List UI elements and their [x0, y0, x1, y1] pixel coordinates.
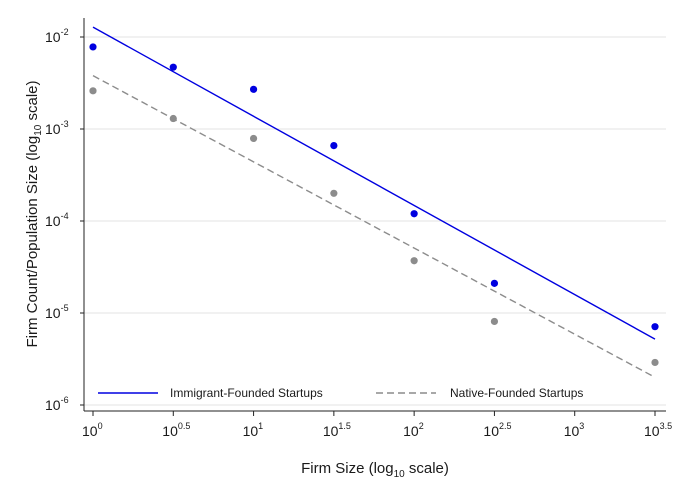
point-immigrant [410, 210, 418, 218]
x-axis-title: Firm Size (log10 scale) [301, 460, 449, 480]
x-ticks: 100 100.5 101 101.5 102 102.5 103 103.5 [82, 411, 672, 439]
legend: Immigrant-Founded Startups Native-Founde… [98, 386, 583, 400]
x-tick-exponent: 1.5 [338, 421, 351, 431]
point-native [651, 358, 659, 367]
point-immigrant [490, 279, 499, 287]
y-tick-exponent: -4 [61, 211, 69, 221]
x-tick-exponent: 3 [579, 421, 584, 431]
x-tick-base: 10 [82, 423, 98, 439]
y-tick-exponent: -6 [61, 395, 69, 405]
y-axis-title: Firm Count/Population Size (log10 scale) [24, 80, 44, 347]
x-tick-label: 103 [564, 421, 585, 439]
y-tick-label: 10-4 [45, 211, 69, 229]
y-tick-base: 10 [45, 305, 61, 321]
axes [83, 18, 666, 412]
y-tick-base: 10 [45, 29, 61, 45]
point-native [169, 114, 177, 123]
y-tick-exponent: -3 [61, 119, 69, 129]
point-native [410, 257, 418, 265]
x-tick-exponent: 2 [419, 421, 424, 431]
point-native [330, 189, 338, 197]
fit-lines [92, 26, 656, 378]
x-tick-label: 102 [403, 421, 424, 439]
y-axis-title-suffix: scale) [24, 80, 41, 124]
fit-line-immigrant [92, 26, 656, 340]
x-axis-title-main: Firm Size (log [301, 460, 394, 477]
x-tick-exponent: 3.5 [660, 421, 673, 431]
x-tick-label: 100.5 [162, 421, 190, 439]
legend-label-native: Native-Founded Startups [450, 386, 583, 400]
point-immigrant [89, 43, 97, 51]
y-tick-base: 10 [45, 397, 61, 413]
point-immigrant [169, 63, 177, 71]
x-tick-label: 102.5 [483, 421, 511, 439]
point-immigrant [249, 85, 258, 93]
y-ticks: 10-210-310-410-510-6 [45, 27, 84, 413]
y-tick-base: 10 [45, 213, 61, 229]
x-tick-base: 10 [564, 423, 580, 439]
x-tick-base: 10 [403, 423, 419, 439]
x-tick-base: 10 [162, 423, 178, 439]
gridlines [84, 36, 666, 406]
x-tick-label: 100 [82, 421, 103, 439]
x-axis-title-suffix: scale) [405, 460, 449, 477]
legend-label-immigrant: Immigrant-Founded Startups [170, 386, 323, 400]
x-tick-exponent: 2.5 [499, 421, 512, 431]
data-points [89, 43, 659, 367]
x-tick-exponent: 1 [258, 421, 263, 431]
x-tick-label: 101 [243, 421, 264, 439]
point-native [490, 317, 499, 326]
x-tick-base: 10 [483, 423, 499, 439]
point-native [249, 134, 258, 143]
y-tick-label: 10-6 [45, 395, 69, 413]
x-axis-title-sub: 10 [394, 469, 406, 480]
x-tick-base: 10 [644, 423, 660, 439]
y-tick-exponent: -5 [61, 303, 69, 313]
point-native [89, 87, 97, 95]
y-tick-base: 10 [45, 121, 61, 137]
point-immigrant [651, 323, 659, 331]
x-tick-exponent: 0 [98, 421, 103, 431]
y-tick-label: 10-3 [45, 119, 69, 137]
x-tick-base: 10 [323, 423, 339, 439]
y-tick-exponent: -2 [61, 27, 69, 37]
y-axis-title-main: Firm Count/Population Size (log [24, 136, 41, 348]
x-tick-label: 101.5 [323, 421, 351, 439]
y-tick-label: 10-5 [45, 303, 69, 321]
fit-line-native [92, 75, 656, 378]
x-tick-base: 10 [243, 423, 259, 439]
y-axis-title-sub: 10 [33, 124, 44, 136]
x-tick-label: 103.5 [644, 421, 672, 439]
x-tick-exponent: 0.5 [178, 421, 191, 431]
point-immigrant [330, 142, 338, 150]
y-tick-label: 10-2 [45, 27, 69, 45]
